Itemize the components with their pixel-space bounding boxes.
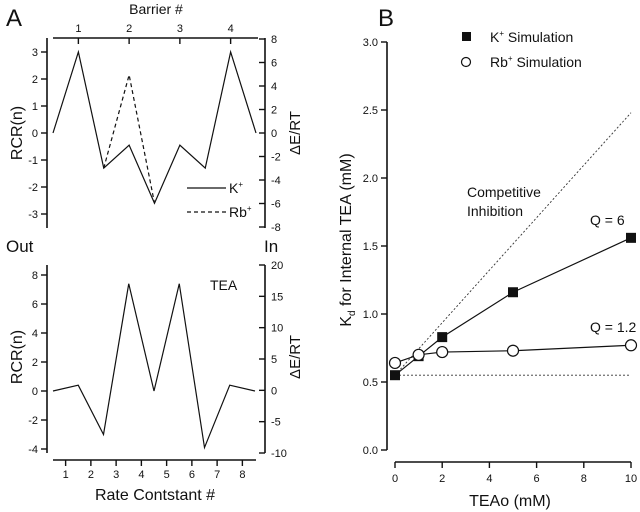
right-y-tick-label: -2 (271, 152, 281, 164)
legend-label-k: K+ (229, 180, 243, 196)
x-tick-label: 4 (486, 473, 492, 485)
x-axis-title-bottom: Rate Contstant # (95, 487, 215, 504)
data-point-k-sim (508, 287, 518, 298)
right-y-tick-label: 8 (271, 34, 277, 46)
y-tick-label: -2 (28, 182, 38, 194)
y-tick-label: -4 (28, 444, 38, 456)
legend-label-rb-sim: Rb+ Simulation (490, 54, 582, 70)
x-tick-label: 6 (534, 473, 540, 485)
right-y-tick-label: 10 (271, 323, 283, 335)
x-tick-label: 6 (189, 469, 195, 481)
y-tick-label: 4 (32, 328, 38, 340)
top-x-tick-label: 1 (75, 23, 81, 35)
tea-annotation: TEA (210, 277, 238, 293)
y-tick-label: -1 (28, 155, 38, 167)
y-tick-label: 3.0 (363, 37, 378, 49)
y-tick-label: 6 (32, 299, 38, 311)
panel-label-a: A (6, 5, 22, 32)
panel-b-chart: B 0 2 4 6 8 10 0.0 0.5 1.0 1.5 2.0 2.5 3.0 K+ Simul… (338, 5, 637, 510)
top-x-tick-label: 2 (126, 23, 132, 35)
x-tick-label: 10 (625, 473, 637, 485)
y-tick-label: 0 (32, 128, 38, 140)
right-y-tick-label: 20 (271, 260, 283, 272)
competitive-label-line1: Competitive (467, 184, 541, 200)
right-y-tick-label: 6 (271, 58, 277, 70)
x-tick-label: 0 (392, 473, 398, 485)
legend-marker-rb-sim (460, 56, 472, 68)
y-tick-label: 0.5 (363, 377, 378, 389)
right-y-tick-label: 15 (271, 291, 283, 303)
y-tick-label: 3 (32, 47, 38, 59)
data-point-k-sim (390, 370, 400, 381)
top-x-tick-label: 3 (177, 23, 183, 35)
y-tick-label: 2.5 (363, 105, 378, 117)
x-tick-label: 5 (164, 469, 170, 481)
right-y-tick-label: -6 (271, 199, 281, 211)
x-tick-label: 4 (138, 469, 144, 481)
x-tick-label: 1 (63, 469, 69, 481)
y-tick-label: 2 (32, 357, 38, 369)
q6-label: Q = 6 (590, 212, 625, 228)
data-point-rb-sim (506, 344, 520, 357)
right-y-tick-label: -4 (271, 175, 281, 187)
y-tick-label: 1 (32, 101, 38, 113)
data-point-rb-sim (624, 339, 638, 352)
x-tick-label: 3 (113, 469, 119, 481)
series-line-tea (52, 283, 256, 450)
y-tick-label: 8 (32, 270, 38, 282)
x-tick-label: 8 (239, 469, 245, 481)
y-tick-label: 2 (32, 74, 38, 86)
x-tick-label: 2 (88, 469, 94, 481)
right-y-tick-label: -8 (271, 222, 281, 234)
y-axis-title-top: RCR(n) (9, 106, 26, 160)
series-line-k-plus (52, 49, 257, 205)
data-point-rb-sim (436, 345, 449, 359)
in-label: In (264, 237, 278, 256)
data-point-k-sim (626, 232, 636, 243)
y-tick-label: 1.5 (363, 241, 378, 253)
right-y-tick-label: 4 (271, 81, 277, 93)
x-tick-label: 7 (214, 469, 220, 481)
legend-label-rb: Rb+ (229, 204, 252, 220)
right-y-tick-label: -5 (271, 417, 281, 429)
y-tick-label: -3 (28, 209, 38, 221)
right-y-tick-label: 5 (271, 354, 277, 366)
legend-marker-k-sim (462, 32, 471, 41)
series-line-rb-plus (103, 74, 156, 204)
top-x-axis-title: Barrier # (129, 1, 183, 17)
b-x-axis-title: TEAo (mM) (469, 493, 551, 510)
panel-label-b: B (378, 5, 394, 32)
data-point-rb-sim (388, 356, 402, 370)
out-label: Out (6, 237, 34, 256)
y-tick-label: 0 (32, 386, 38, 398)
y-tick-label: 1.0 (363, 309, 378, 321)
y-tick-label: 0.0 (363, 445, 378, 457)
right-y-tick-label: 2 (271, 105, 277, 117)
right-y-tick-label: 0 (271, 128, 277, 140)
y-axis-title-bottom: RCR(n) (9, 330, 26, 384)
top-x-tick-label: 4 (228, 23, 234, 35)
legend-label-k-sim: K+ Simulation (490, 29, 573, 45)
x-tick-label: 2 (439, 473, 445, 485)
right-y-axis-title-bottom: ΔE/RT (287, 335, 304, 379)
x-tick-label: 8 (581, 473, 587, 485)
competitive-label-line2: Inhibition (467, 203, 523, 219)
data-point-rb-sim (412, 348, 425, 361)
y-tick-label: 2.0 (363, 173, 378, 185)
data-point-k-sim (437, 332, 448, 343)
right-y-tick-label: -10 (271, 448, 287, 460)
right-y-axis-title-top: ΔE/RT (287, 111, 304, 155)
q12-label: Q = 1.2 (590, 319, 637, 335)
y-tick-label: -2 (28, 415, 38, 427)
b-y-axis-title: Kd for Internal TEA (mM) (338, 153, 358, 326)
right-y-tick-label: 0 (271, 385, 277, 397)
panel-a-top-chart: A Barrier # 1 2 3 4 3 2 1 0 -1 -2 -3 8 6 4 2 0 -2 -4 -6 -… (6, 1, 304, 256)
reference-line-competitive-inhibition (394, 112, 632, 376)
